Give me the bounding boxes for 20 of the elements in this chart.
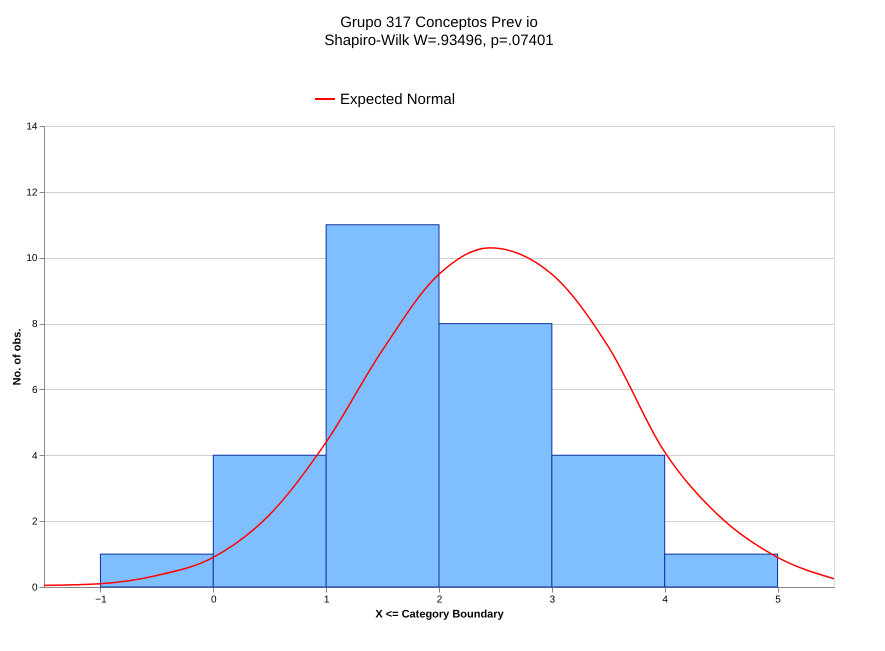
y-tick-label: 14 (26, 122, 38, 132)
x-tick-label: −1 (95, 594, 108, 606)
x-tick-label: 5 (775, 594, 782, 606)
x-tick-label: 0 (211, 594, 218, 606)
y-axis-title: No. of obs. (11, 328, 24, 386)
y-tick-label: 12 (26, 187, 38, 198)
y-tick-label: 10 (26, 253, 38, 264)
y-tick-label: 8 (32, 319, 38, 330)
x-tick-label: 3 (550, 594, 556, 606)
y-tick-label: 2 (32, 516, 38, 528)
x-axis-title: X <= Category Boundary (375, 608, 505, 620)
x-tick-label: 4 (662, 594, 668, 606)
y-tick-label: 0 (32, 582, 38, 594)
chart-title: Grupo 317 Conceptos Prev io (340, 14, 538, 31)
y-tick-label: 4 (32, 450, 38, 462)
y-tick-label: 6 (32, 384, 38, 396)
legend-label: Expected Normal (340, 91, 456, 108)
x-tick-label: 1 (324, 594, 330, 606)
chart-subtitle: Shapiro-Wilk W=.93496, p=.07401 (324, 32, 554, 49)
x-tick-label: 2 (436, 594, 443, 606)
